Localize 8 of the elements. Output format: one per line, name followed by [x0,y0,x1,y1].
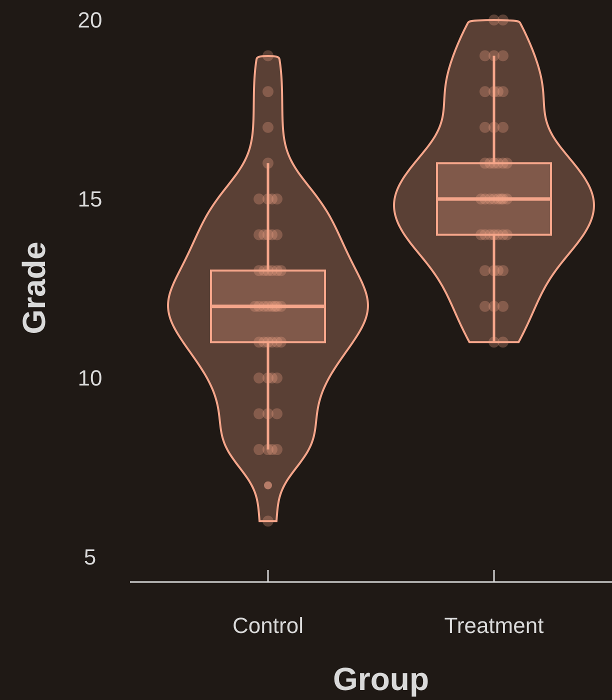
y-axis-title: Grade [16,242,52,334]
y-tick-label: 10 [78,366,102,391]
x-tick-label: Treatment [444,613,544,638]
y-tick-label: 20 [78,8,102,33]
x-axis-title: Group [333,661,429,697]
x-tick-label: Control [232,613,304,638]
y-tick-label: 15 [78,186,102,212]
y-tick-label: 5 [84,544,96,570]
